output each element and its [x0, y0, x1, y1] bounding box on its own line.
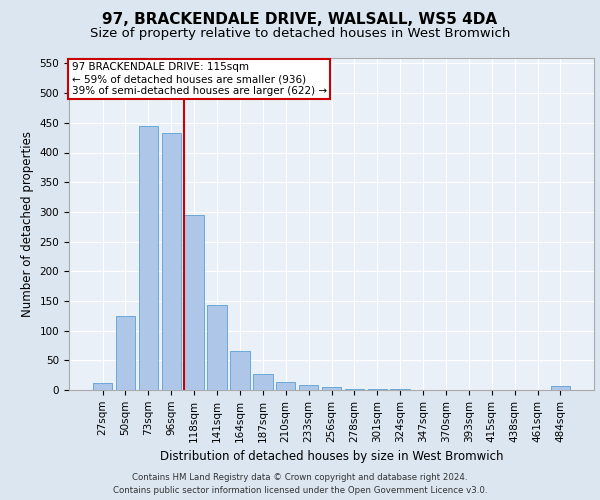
Bar	[184, 216, 204, 390]
Y-axis label: Number of detached properties: Number of detached properties	[21, 130, 34, 317]
Text: 97, BRACKENDALE DRIVE, WALSALL, WS5 4DA: 97, BRACKENDALE DRIVE, WALSALL, WS5 4DA	[103, 12, 497, 28]
Bar	[93, 383, 112, 390]
Bar	[230, 351, 250, 390]
Bar	[139, 126, 158, 390]
Bar	[253, 374, 272, 390]
Bar	[299, 385, 319, 390]
Text: Size of property relative to detached houses in West Bromwich: Size of property relative to detached ho…	[90, 28, 510, 40]
Bar	[208, 304, 227, 390]
Bar	[161, 133, 181, 390]
Text: 97 BRACKENDALE DRIVE: 115sqm
← 59% of detached houses are smaller (936)
39% of s: 97 BRACKENDALE DRIVE: 115sqm ← 59% of de…	[71, 62, 327, 96]
Bar	[551, 386, 570, 390]
Bar	[116, 316, 135, 390]
X-axis label: Distribution of detached houses by size in West Bromwich: Distribution of detached houses by size …	[160, 450, 503, 463]
Bar	[344, 389, 364, 390]
Bar	[276, 382, 295, 390]
Text: Contains HM Land Registry data © Crown copyright and database right 2024.
Contai: Contains HM Land Registry data © Crown c…	[113, 474, 487, 495]
Bar	[322, 387, 341, 390]
